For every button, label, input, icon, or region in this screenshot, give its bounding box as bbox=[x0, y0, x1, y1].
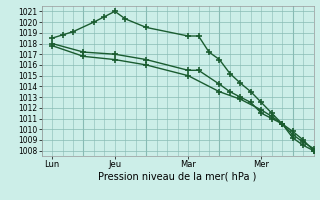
X-axis label: Pression niveau de la mer( hPa ): Pression niveau de la mer( hPa ) bbox=[99, 172, 257, 182]
